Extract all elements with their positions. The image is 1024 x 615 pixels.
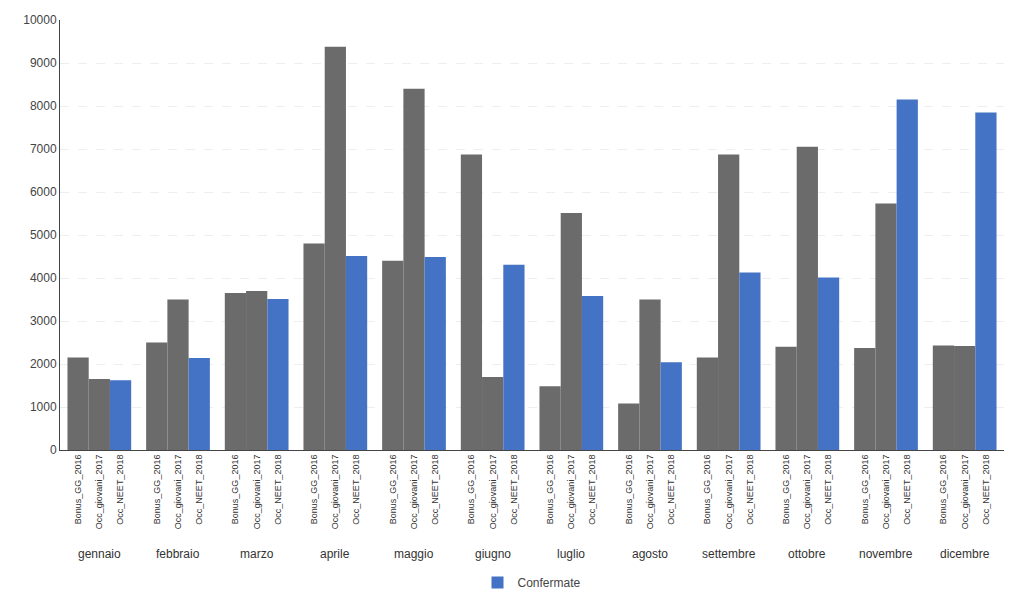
svg-text:Occ_giovani_2017: Occ_giovani_2017 [645,455,655,530]
svg-text:Occ_giovani_2017: Occ_giovani_2017 [173,455,183,530]
svg-text:luglio: luglio [557,547,585,561]
svg-text:Occ_NEET_2018: Occ_NEET_2018 [902,455,912,525]
svg-text:Bonus_GG_2016: Bonus_GG_2016 [938,455,948,525]
svg-text:Occ_NEET_2018: Occ_NEET_2018 [587,455,597,525]
svg-text:Bonus_GG_2016: Bonus_GG_2016 [624,455,634,525]
svg-text:Occ_NEET_2018: Occ_NEET_2018 [194,455,204,525]
svg-text:6000: 6000 [30,185,57,199]
svg-text:Occ_giovani_2017: Occ_giovani_2017 [409,455,419,530]
svg-text:Occ_giovani_2017: Occ_giovani_2017 [488,455,498,530]
svg-text:Occ_giovani_2017: Occ_giovani_2017 [881,455,891,530]
svg-text:dicembre: dicembre [940,547,990,561]
svg-text:gennaio: gennaio [78,547,121,561]
svg-text:agosto: agosto [632,547,668,561]
svg-text:maggio: maggio [394,547,434,561]
svg-text:8000: 8000 [30,99,57,113]
svg-text:Bonus_GG_2016: Bonus_GG_2016 [781,455,791,525]
svg-text:Occ_NEET_2018: Occ_NEET_2018 [981,455,991,525]
svg-text:1000: 1000 [30,400,57,414]
svg-text:Occ_giovani_2017: Occ_giovani_2017 [960,455,970,530]
svg-text:10000: 10000 [23,13,57,27]
svg-text:0: 0 [50,443,57,457]
svg-text:Bonus_GG_2016: Bonus_GG_2016 [152,455,162,525]
svg-text:Occ_NEET_2018: Occ_NEET_2018 [509,455,519,525]
svg-text:Occ_giovani_2017: Occ_giovani_2017 [566,455,576,530]
svg-text:Occ_NEET_2018: Occ_NEET_2018 [351,455,361,525]
svg-text:Bonus_GG_2016: Bonus_GG_2016 [860,455,870,525]
svg-text:Bonus_GG_2016: Bonus_GG_2016 [73,455,83,525]
svg-text:Bonus_GG_2016: Bonus_GG_2016 [545,455,555,525]
svg-text:Occ_NEET_2018: Occ_NEET_2018 [745,455,755,525]
svg-text:Bonus_GG_2016: Bonus_GG_2016 [230,455,240,525]
svg-text:5000: 5000 [30,228,57,242]
svg-text:Occ_giovani_2017: Occ_giovani_2017 [94,455,104,530]
svg-text:Bonus_GG_2016: Bonus_GG_2016 [466,455,476,525]
svg-text:Occ_giovani_2017: Occ_giovani_2017 [330,455,340,530]
svg-text:aprile: aprile [320,547,350,561]
svg-text:febbraio: febbraio [156,547,200,561]
svg-text:Occ_NEET_2018: Occ_NEET_2018 [273,455,283,525]
svg-text:ottobre: ottobre [788,547,826,561]
svg-text:Occ_giovani_2017: Occ_giovani_2017 [724,455,734,530]
svg-text:Bonus_GG_2016: Bonus_GG_2016 [388,455,398,525]
svg-text:Confermate: Confermate [518,576,581,590]
svg-text:novembre: novembre [859,547,913,561]
svg-text:Occ_NEET_2018: Occ_NEET_2018 [430,455,440,525]
svg-text:Bonus_GG_2016: Bonus_GG_2016 [309,455,319,525]
svg-text:Occ_giovani_2017: Occ_giovani_2017 [802,455,812,530]
svg-text:9000: 9000 [30,56,57,70]
svg-text:Occ_NEET_2018: Occ_NEET_2018 [823,455,833,525]
svg-text:4000: 4000 [30,271,57,285]
svg-text:Bonus_GG_2016: Bonus_GG_2016 [702,455,712,525]
svg-text:Occ_NEET_2018: Occ_NEET_2018 [115,455,125,525]
svg-text:Occ_NEET_2018: Occ_NEET_2018 [666,455,676,525]
svg-text:settembre: settembre [702,547,756,561]
svg-text:marzo: marzo [240,547,274,561]
svg-text:2000: 2000 [30,357,57,371]
svg-text:7000: 7000 [30,142,57,156]
svg-text:3000: 3000 [30,314,57,328]
svg-text:Occ_giovani_2017: Occ_giovani_2017 [252,455,262,530]
svg-text:giugno: giugno [475,547,511,561]
